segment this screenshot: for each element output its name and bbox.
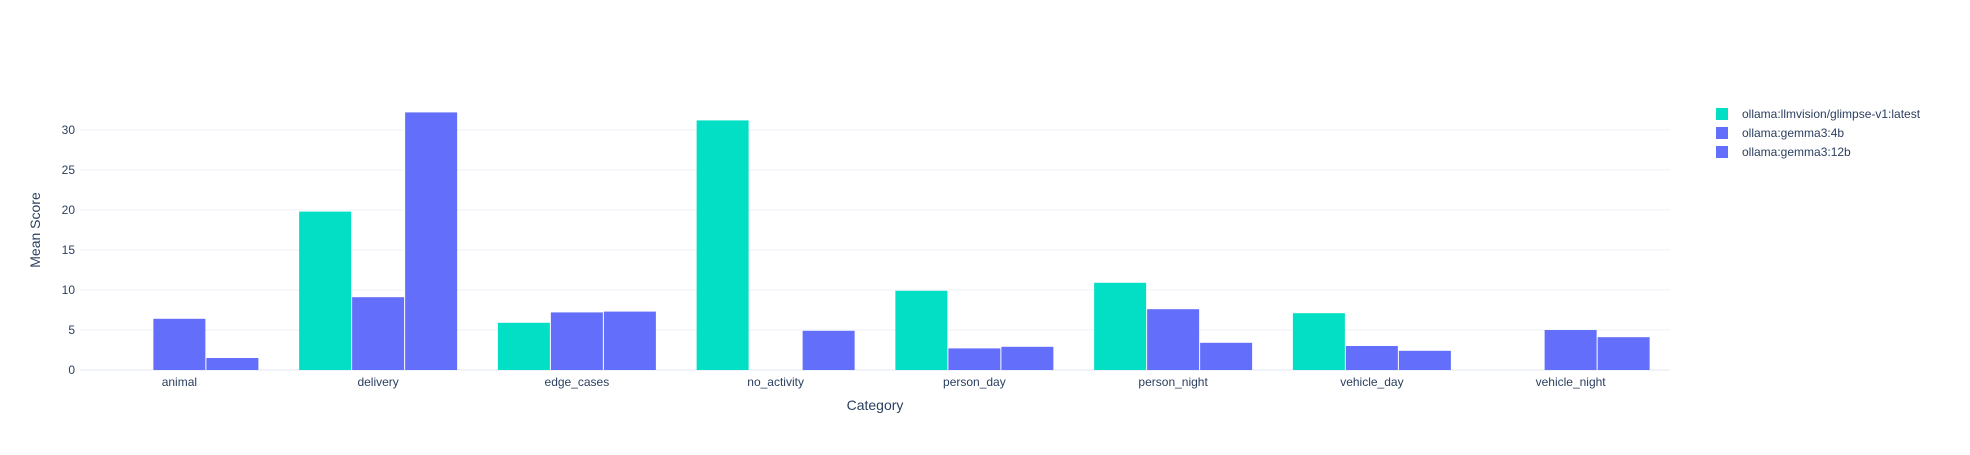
bar [206, 358, 259, 370]
bar [696, 120, 749, 371]
x-tick-label: animal [162, 375, 197, 389]
x-tick-label: delivery [357, 375, 398, 389]
bar [1398, 350, 1451, 370]
bar [1292, 313, 1345, 370]
legend-label: ollama:gemma3:4b [1742, 126, 1844, 140]
bars [153, 112, 1650, 371]
legend: ollama:llmvision/glimpse-v1:latest ollama… [1716, 107, 1921, 159]
x-tick-label: person_day [943, 375, 1006, 389]
y-tick-label: 5 [68, 323, 75, 337]
y-tick-label: 0 [68, 363, 75, 377]
y-tick-label: 15 [62, 243, 76, 257]
bar [352, 297, 405, 370]
y-tick-label: 25 [62, 163, 76, 177]
legend-label: ollama:llmvision/glimpse-v1:latest [1742, 107, 1921, 121]
x-axis-title: Category [847, 397, 904, 413]
bar [1597, 337, 1650, 370]
bar [1544, 330, 1597, 370]
bar [1200, 342, 1253, 370]
y-tick-label: 30 [62, 123, 76, 137]
bar [1094, 282, 1147, 370]
legend-swatch [1716, 127, 1728, 139]
bar [1345, 346, 1398, 370]
x-tick-label: vehicle_night [1536, 375, 1607, 389]
legend-swatch [1716, 108, 1728, 120]
bar [948, 348, 1001, 370]
y-tick-label: 10 [62, 283, 76, 297]
x-axis-ticks: animal delivery edge_cases no_activity perso… [162, 375, 1607, 389]
legend-swatch [1716, 146, 1728, 158]
bar [299, 211, 352, 370]
bar [895, 290, 948, 370]
bar [550, 312, 603, 370]
bar [1147, 309, 1200, 370]
legend-label: ollama:gemma3:12b [1742, 145, 1851, 159]
bar [405, 112, 458, 371]
bar [603, 311, 656, 370]
bar [1001, 346, 1054, 370]
bar [153, 318, 206, 370]
x-tick-label: vehicle_day [1340, 375, 1403, 389]
x-tick-label: no_activity [747, 375, 804, 389]
x-tick-label: person_night [1138, 375, 1208, 389]
y-axis-ticks: 0 5 10 15 20 25 30 [62, 123, 76, 377]
bar [497, 322, 550, 370]
x-tick-label: edge_cases [545, 375, 610, 389]
y-axis-title: Mean Score [27, 192, 43, 268]
y-tick-label: 20 [62, 203, 76, 217]
bar [802, 330, 855, 370]
